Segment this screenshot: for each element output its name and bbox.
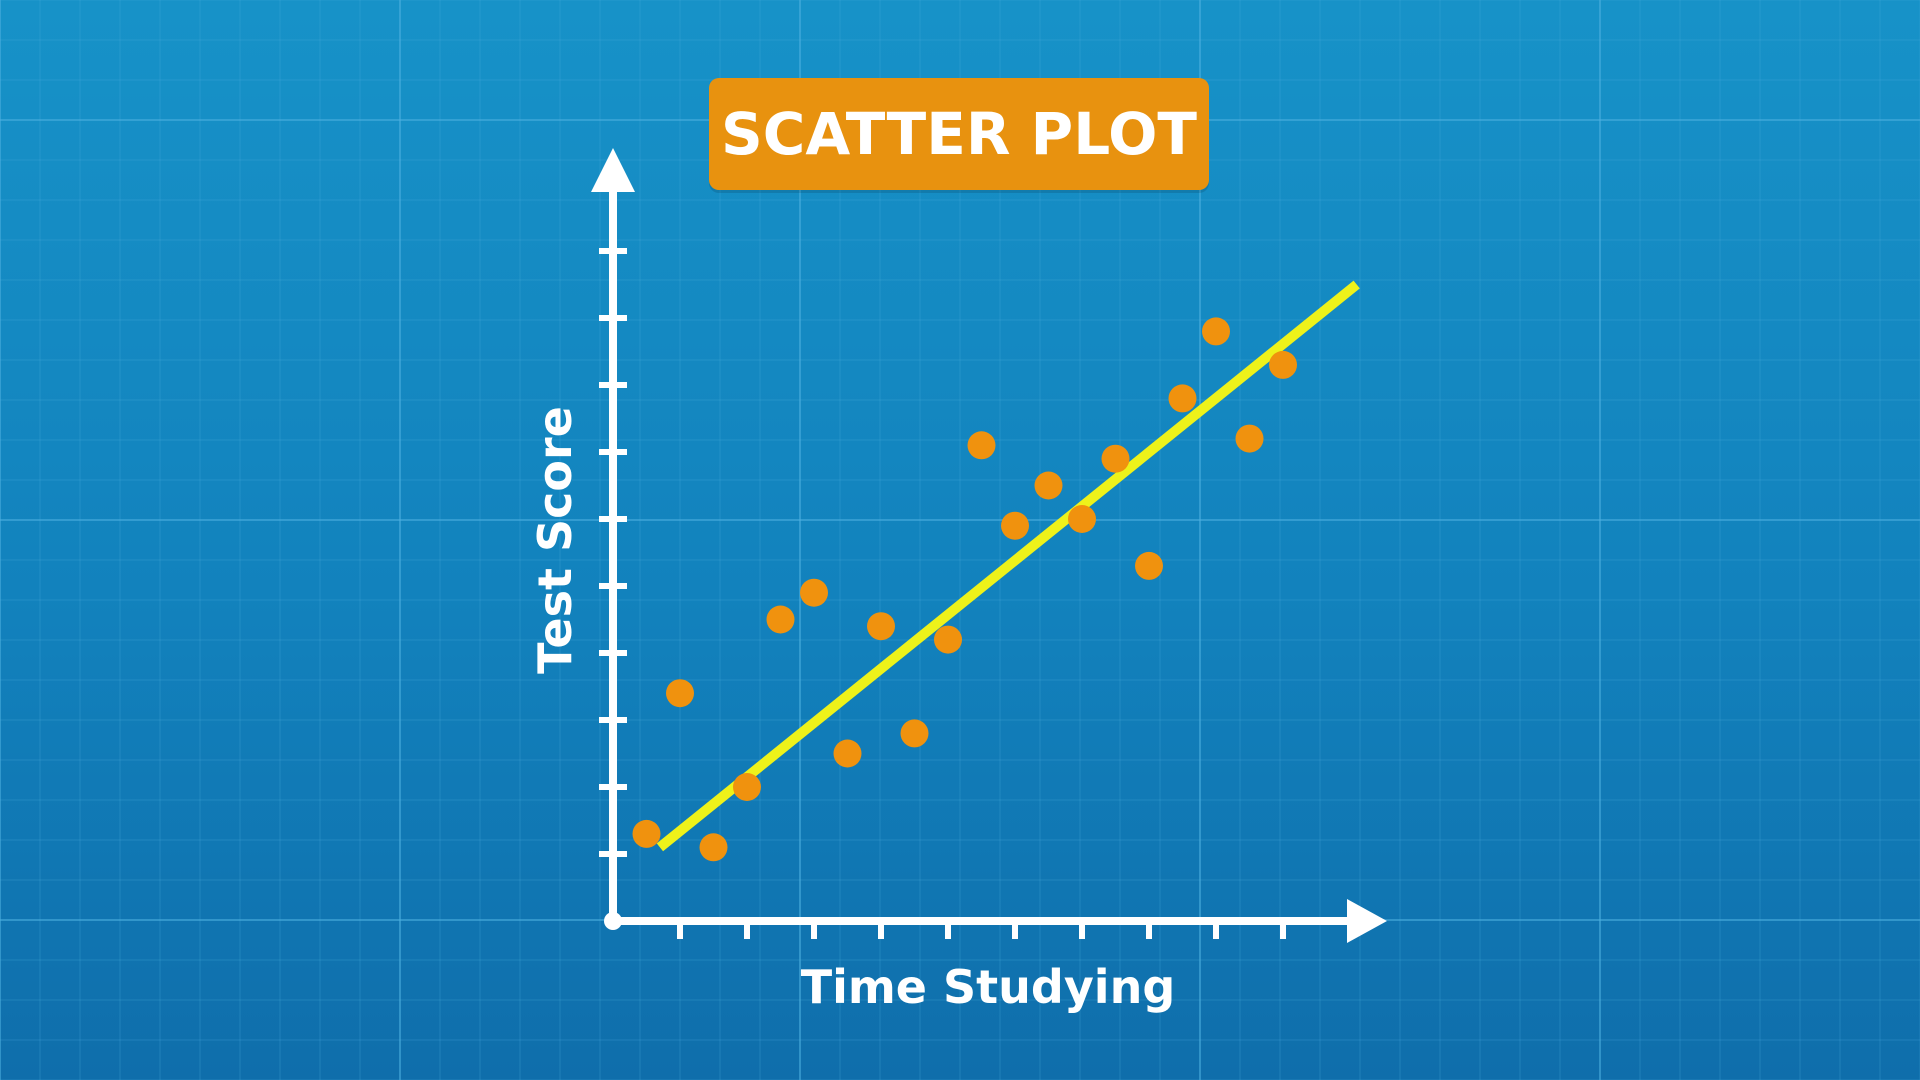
data-point bbox=[900, 719, 929, 748]
x-axis-arrow-icon bbox=[1347, 899, 1387, 943]
data-point bbox=[1034, 471, 1063, 500]
data-point bbox=[800, 578, 828, 607]
data-point bbox=[632, 819, 661, 848]
data-point bbox=[833, 739, 862, 768]
data-point bbox=[666, 679, 694, 708]
y-axis-label: Test Score bbox=[528, 406, 582, 674]
data-point bbox=[1001, 511, 1029, 540]
data-point bbox=[699, 833, 728, 862]
trend-line-group bbox=[656, 280, 1360, 852]
data-point bbox=[1269, 350, 1297, 379]
data-point bbox=[766, 605, 795, 634]
data-point bbox=[1101, 444, 1130, 473]
data-point bbox=[733, 773, 761, 801]
y-axis-arrow-icon bbox=[591, 148, 635, 192]
trend-line bbox=[656, 280, 1360, 852]
data-points bbox=[632, 317, 1297, 862]
data-point bbox=[1235, 424, 1264, 453]
data-point bbox=[867, 612, 895, 641]
axis-origin bbox=[604, 912, 622, 930]
chart-title: SCATTER PLOT bbox=[721, 100, 1197, 168]
data-point bbox=[1068, 505, 1096, 533]
axes bbox=[591, 148, 1387, 943]
x-axis-label: Time Studying bbox=[801, 960, 1176, 1014]
data-point bbox=[1168, 384, 1197, 413]
data-point bbox=[934, 625, 962, 654]
chart-title-badge: SCATTER PLOT bbox=[709, 78, 1209, 190]
data-point bbox=[1202, 317, 1230, 346]
data-point bbox=[967, 431, 996, 460]
data-point bbox=[1135, 551, 1163, 580]
